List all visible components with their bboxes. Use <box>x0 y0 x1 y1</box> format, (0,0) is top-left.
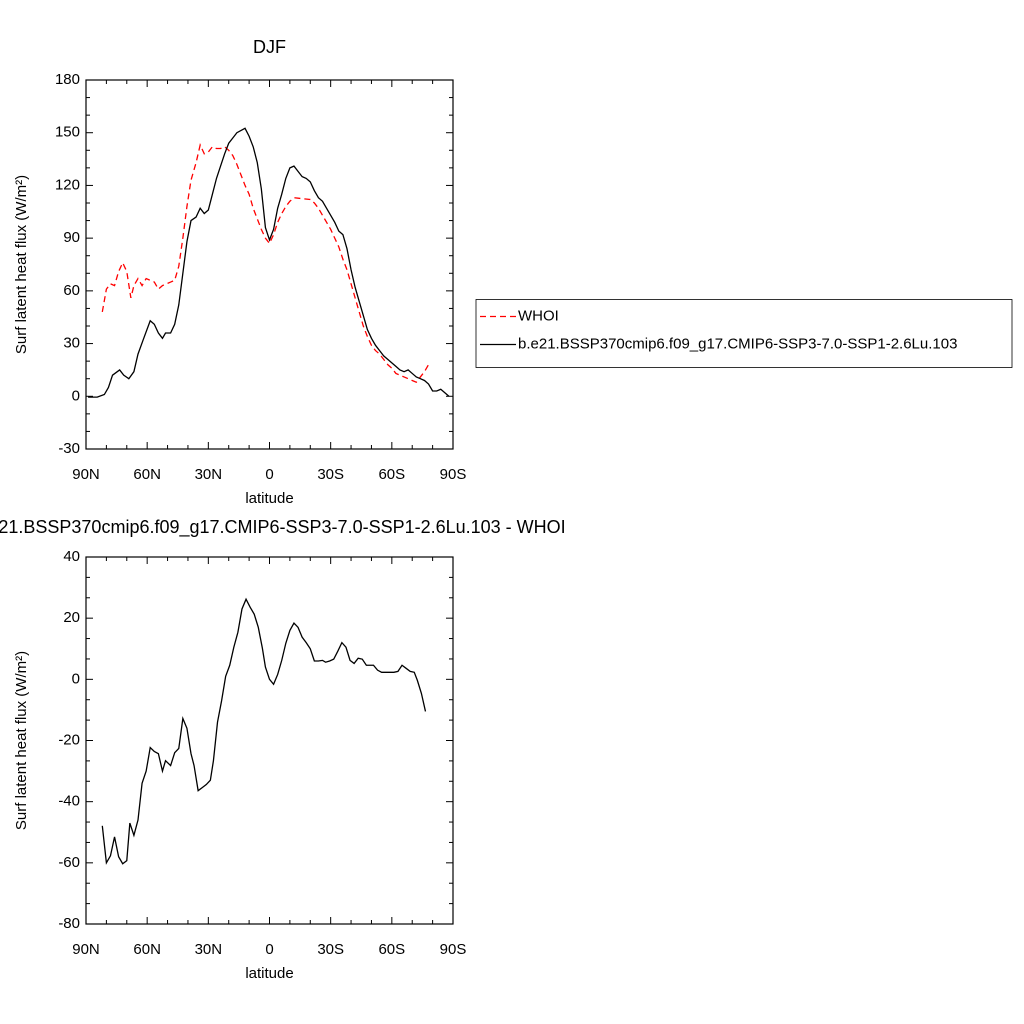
x-axis-title: latitude <box>245 490 293 507</box>
y-tick-label: 0 <box>72 387 80 404</box>
chart-title: DJF <box>253 37 286 57</box>
x-tick-label: 90S <box>440 941 467 958</box>
x-tick-label: 30N <box>195 466 223 483</box>
legend: WHOI b.e21.BSSP370cmip6.f09_g17.CMIP6-SSP… <box>475 299 1013 368</box>
y-tick-label: -40 <box>58 793 80 810</box>
plot-frame <box>85 79 454 450</box>
plot-frame <box>85 556 454 925</box>
legend-box <box>475 299 1013 368</box>
y-axis-title: Surf latent heat flux (W/m²) <box>13 175 30 354</box>
data-line <box>88 127 450 398</box>
y-tick-label: 120 <box>55 176 80 193</box>
chart-title: b.e21.BSSP370cmip6.f09_g17.CMIP6-SSP3-7.… <box>0 517 566 538</box>
legend-label: WHOI <box>518 307 559 324</box>
y-axis-title: Surf latent heat flux (W/m²) <box>13 651 30 830</box>
x-tick-label: 0 <box>265 466 273 483</box>
x-tick-label: 90N <box>72 941 100 958</box>
y-tick-label: -60 <box>58 854 80 871</box>
y-tick-label: 60 <box>63 282 80 299</box>
x-tick-label: 90S <box>440 466 467 483</box>
data-line <box>101 597 427 865</box>
x-tick-label: 60N <box>133 941 161 958</box>
x-tick-label: 30S <box>317 466 344 483</box>
y-tick-label: 30 <box>63 335 80 352</box>
y-tick-label: 0 <box>72 670 80 687</box>
x-tick-label: 30S <box>317 941 344 958</box>
y-tick-label: -80 <box>58 915 80 932</box>
x-tick-label: 60S <box>378 466 405 483</box>
y-tick-label: 40 <box>63 548 80 565</box>
y-tick-label: 180 <box>55 71 80 88</box>
y-tick-label: -30 <box>58 440 80 457</box>
legend-label: b.e21.BSSP370cmip6.f09_g17.CMIP6-SSP3-7.… <box>518 335 957 352</box>
x-axis-title: latitude <box>245 965 293 982</box>
x-tick-label: 60N <box>133 466 161 483</box>
x-tick-label: 0 <box>265 941 273 958</box>
y-tick-label: 150 <box>55 124 80 141</box>
x-tick-label: 30N <box>195 941 223 958</box>
x-tick-label: 60S <box>378 941 405 958</box>
y-tick-label: -20 <box>58 731 80 748</box>
x-tick-label: 90N <box>72 466 100 483</box>
data-line <box>101 143 430 384</box>
y-tick-label: 90 <box>63 229 80 246</box>
y-tick-label: 20 <box>63 609 80 626</box>
